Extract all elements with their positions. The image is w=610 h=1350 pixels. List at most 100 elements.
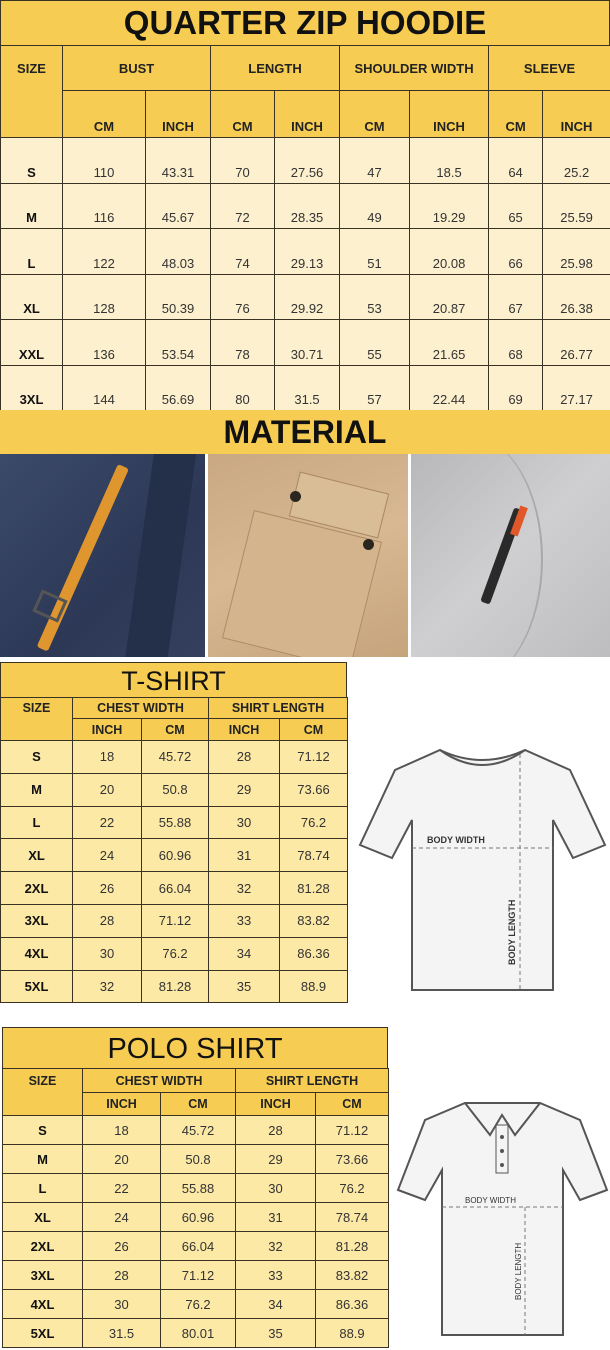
material-photo-khaki	[208, 454, 408, 657]
value-cell: 25.2	[542, 137, 610, 184]
material-photo-grey	[411, 454, 610, 657]
polo-diagram: BODY WIDTH BODY LENGTH	[396, 1102, 609, 1336]
size-cell: S	[2, 1115, 83, 1145]
size-cell: S	[0, 740, 73, 774]
value-cell: 32	[72, 969, 142, 1004]
unit-header: INCH	[235, 1092, 316, 1116]
value-cell: 78.74	[314, 1202, 390, 1232]
size-cell: M	[0, 182, 63, 229]
value-cell: 51	[339, 228, 411, 275]
size-cell: XL	[2, 1202, 83, 1232]
value-cell: 30.71	[274, 319, 341, 366]
value-cell: 55	[339, 319, 411, 366]
size-cell: 3XL	[2, 1260, 83, 1290]
size-cell: 4XL	[0, 936, 73, 971]
value-cell: 26.38	[542, 273, 610, 320]
table-row: XL 24 60.96 31 78.74	[0, 838, 349, 873]
unit-header: CM	[62, 90, 146, 138]
value-cell: 74	[210, 228, 276, 275]
table-row: 4XL 30 76.2 34 86.36	[2, 1289, 390, 1319]
unit-header: INCH	[274, 90, 341, 138]
unit-header: CM	[210, 90, 276, 138]
value-cell: 29.13	[274, 228, 341, 275]
value-cell: 20.08	[409, 228, 490, 275]
size-cell: S	[0, 137, 63, 184]
unit-row: INCH CM INCH CM	[2, 1092, 390, 1116]
value-cell: 25.59	[542, 182, 610, 229]
header-row: SIZE CHEST WIDTH SHIRT LENGTH	[2, 1068, 390, 1093]
value-cell: 45.72	[160, 1115, 236, 1145]
value-cell: 31.5	[82, 1318, 161, 1348]
size-cell: L	[2, 1173, 83, 1203]
value-cell: 76.2	[141, 936, 209, 971]
value-cell: 34	[208, 936, 280, 971]
value-cell: 20	[82, 1144, 161, 1174]
tshirt-size-table: SIZE CHEST WIDTH SHIRT LENGTH INCH CM INCH CM S…	[0, 697, 349, 1004]
unit-header: INCH	[208, 718, 280, 741]
value-cell: 53	[339, 273, 411, 320]
value-cell: 76.2	[278, 805, 349, 840]
value-cell: 144	[62, 364, 146, 411]
size-cell: 2XL	[0, 871, 73, 905]
value-cell: 22	[82, 1173, 161, 1203]
table-row: 3XL 28 71.12 33 83.82	[0, 903, 349, 938]
size-cell: 5XL	[2, 1318, 83, 1348]
value-cell: 49	[339, 182, 411, 229]
unit-header: CM	[314, 1092, 390, 1116]
tshirt-diagram: BODY WIDTH BODY LENGTH	[358, 748, 607, 991]
value-cell: 29.92	[274, 273, 341, 320]
table-row: M 116 45.67 72 28.35 49 19.29 65 25.59	[0, 182, 610, 229]
value-cell: 88.9	[314, 1318, 390, 1348]
value-cell: 76.2	[314, 1173, 390, 1203]
column-group-header: BUST	[61, 45, 212, 91]
value-cell: 32	[208, 871, 280, 905]
value-cell: 83.82	[278, 903, 349, 938]
value-cell: 25.98	[542, 228, 610, 275]
value-cell: 66.04	[160, 1231, 236, 1261]
tshirt-width-label: BODY WIDTH	[427, 835, 485, 845]
unit-header: CM	[488, 90, 544, 138]
value-cell: 29	[235, 1144, 316, 1174]
value-cell: 18	[82, 1115, 161, 1145]
tshirt-length-label: BODY LENGTH	[507, 900, 517, 965]
size-cell: M	[0, 772, 73, 807]
value-cell: 136	[62, 319, 146, 366]
unit-header: INCH	[82, 1092, 161, 1116]
value-cell: 80.01	[160, 1318, 236, 1348]
value-cell: 50.8	[160, 1144, 236, 1174]
size-cell: XL	[0, 838, 73, 873]
value-cell: 56.69	[144, 364, 212, 411]
header-row: SIZE BUST LENGTH SHOULDER WIDTH SLEEVE	[0, 45, 610, 91]
value-cell: 67	[488, 273, 544, 320]
value-cell: 45.67	[144, 182, 212, 229]
value-cell: 73.66	[314, 1144, 390, 1174]
value-cell: 48.03	[144, 228, 212, 275]
table-row: XL 128 50.39 76 29.92 53 20.87 67 26.38	[0, 273, 610, 320]
value-cell: 30	[208, 805, 280, 840]
size-cell: 4XL	[2, 1289, 83, 1319]
table-row: 4XL 30 76.2 34 86.36	[0, 936, 349, 971]
value-cell: 76.2	[160, 1289, 236, 1319]
value-cell: 71.12	[278, 740, 349, 774]
value-cell: 26	[72, 871, 142, 905]
polo-size-table: SIZE CHEST WIDTH SHIRT LENGTH INCH CM INCH CM S…	[2, 1068, 390, 1348]
header-row: SIZE CHEST WIDTH SHIRT LENGTH	[0, 697, 349, 719]
column-group-header: SHIRT LENGTH	[234, 1068, 390, 1093]
value-cell: 83.82	[314, 1260, 390, 1290]
value-cell: 31	[208, 838, 280, 873]
table-row: 2XL 26 66.04 32 81.28	[2, 1231, 390, 1261]
table-row: L 22 55.88 30 76.2	[2, 1173, 390, 1203]
value-cell: 28	[82, 1260, 161, 1290]
size-cell: L	[0, 228, 63, 275]
value-cell: 30	[235, 1173, 316, 1203]
table-row: M 20 50.8 29 73.66	[0, 772, 349, 807]
size-header: SIZE	[2, 1068, 83, 1093]
table-row: L 122 48.03 74 29.13 51 20.08 66 25.98	[0, 228, 610, 275]
table-row: XL 24 60.96 31 78.74	[2, 1202, 390, 1232]
value-cell: 43.31	[144, 137, 212, 184]
value-cell: 71.12	[314, 1115, 390, 1145]
polo-outline	[396, 1102, 609, 1336]
value-cell: 30	[72, 936, 142, 971]
value-cell: 32	[235, 1231, 316, 1261]
value-cell: 81.28	[314, 1231, 390, 1261]
